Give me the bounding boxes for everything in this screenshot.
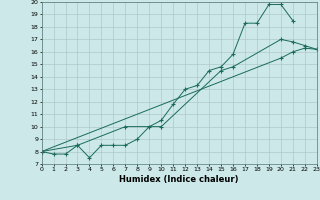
X-axis label: Humidex (Indice chaleur): Humidex (Indice chaleur)	[119, 175, 239, 184]
